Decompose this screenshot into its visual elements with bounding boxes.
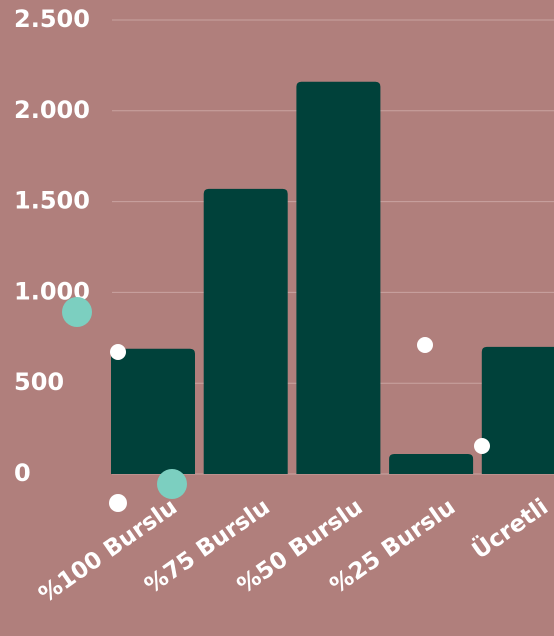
bar	[296, 81, 381, 474]
bar	[481, 346, 554, 474]
bar	[111, 348, 195, 474]
decor-dot	[109, 494, 127, 512]
y-tick-label: 2.000	[14, 96, 90, 124]
y-tick-label: 500	[14, 368, 64, 396]
decor-dot	[110, 344, 126, 360]
decor-dot	[474, 438, 490, 454]
decor-dot	[157, 469, 187, 499]
bar	[389, 454, 474, 474]
decor-dot	[62, 297, 92, 327]
y-tick-label: 2.500	[14, 5, 90, 33]
decor-dot	[417, 337, 433, 353]
y-tick-label: 1.500	[14, 187, 90, 215]
bar	[203, 188, 288, 474]
y-tick-label: 0	[14, 459, 31, 487]
